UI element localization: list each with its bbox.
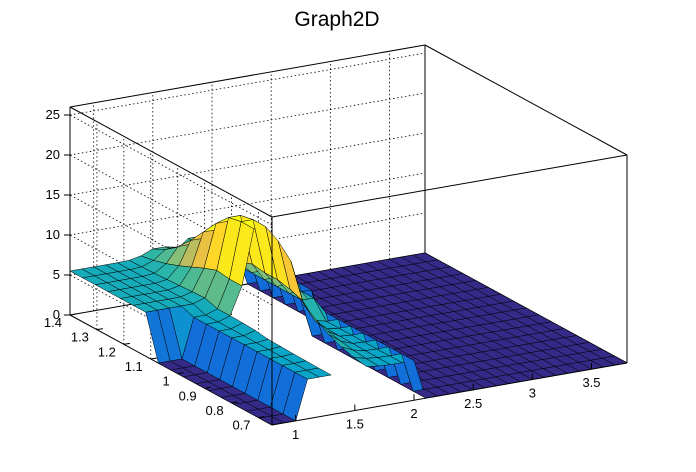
x-tick-label: 2 (410, 406, 417, 421)
x-tick-label: 1.5 (346, 417, 364, 432)
z-tick-label: 0 (53, 307, 60, 322)
z-tick-label: 15 (46, 187, 60, 202)
y-tick-mark (96, 328, 104, 331)
z-tick-label: 20 (46, 147, 60, 162)
y-tick-mark (258, 416, 265, 419)
y-tick-mark (177, 372, 184, 375)
x-tick-label: 3.5 (582, 375, 600, 390)
axis-frame-line (424, 44, 628, 156)
y-tick-mark (231, 401, 238, 404)
y-tick-mark (204, 386, 211, 389)
axis-ticks: 0 5 10 15 20 25 0.7 0.8 0.9 1 1.1 1.2 1.3 1.4 1 1.5 2 2.5… (44, 107, 601, 442)
x-tick-label: 1 (292, 427, 299, 442)
z-grid-line (69, 132, 426, 196)
y-tick-label: 0.9 (179, 388, 197, 403)
surface-mesh (69, 215, 628, 426)
chart-title: Graph2D (294, 8, 379, 31)
axes-frame-front (69, 44, 628, 426)
z-grid-line (69, 52, 426, 116)
z-tick-label: 10 (46, 227, 60, 242)
y-tick-mark (150, 357, 157, 360)
y-tick-label: 1.2 (98, 344, 116, 359)
surface-cell (305, 367, 332, 378)
z-tick-label: 5 (53, 267, 60, 282)
y-tick-label: 1 (162, 374, 169, 389)
axis-frame-line (271, 154, 628, 218)
y-tick-label: 1.4 (44, 315, 62, 330)
axis-frame-line (69, 44, 426, 108)
axis-frame-line (271, 362, 628, 426)
y-tick-mark (123, 342, 130, 345)
y-tick-mark (69, 313, 77, 316)
y-tick-label: 0.7 (232, 418, 250, 433)
z-grid-line (69, 114, 273, 226)
y-tick-label: 0.8 (206, 403, 224, 418)
x-tick-label: 2.5 (464, 396, 482, 411)
z-grid-line (69, 92, 426, 156)
y-tick-label: 1.1 (125, 359, 143, 374)
axis-frame-line (69, 106, 273, 218)
z-tick-label: 25 (46, 107, 60, 122)
y-tick-label: 1.3 (71, 330, 89, 345)
x-tick-label: 3 (529, 386, 536, 401)
